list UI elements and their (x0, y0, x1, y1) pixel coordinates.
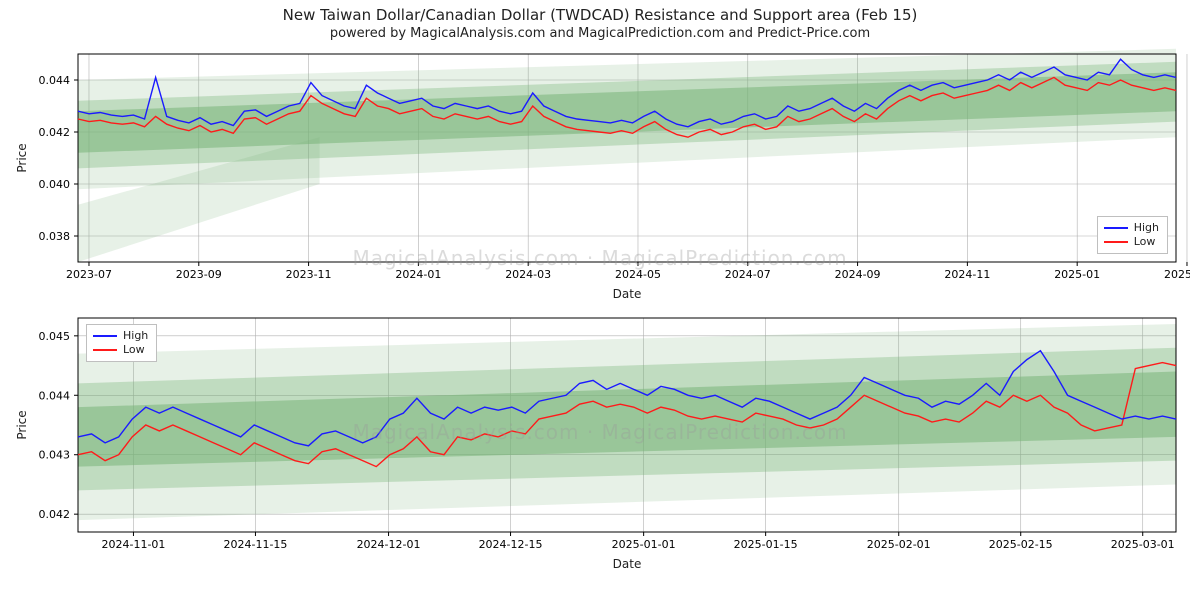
charts-container: 0.038 0.040 0.042 0.044 2023-07 2023-09 2023-1… (10, 46, 1190, 572)
svg-text:0.038: 0.038 (39, 230, 71, 243)
svg-text:0.045: 0.045 (39, 329, 71, 342)
legend-2-low: Low (93, 343, 148, 357)
svg-text:Price: Price (15, 143, 29, 172)
svg-text:2024-01: 2024-01 (395, 268, 441, 281)
svg-text:2025-01-01: 2025-01-01 (612, 538, 676, 551)
svg-text:0.044: 0.044 (39, 389, 71, 402)
legend-1-low: Low (1104, 235, 1159, 249)
svg-text:2025-02-01: 2025-02-01 (867, 538, 931, 551)
svg-text:0.042: 0.042 (39, 126, 71, 139)
legend-label-high: High (1134, 221, 1159, 235)
page-root: New Taiwan Dollar/Canadian Dollar (TWDCA… (0, 0, 1200, 600)
legend-label-low: Low (1134, 235, 1156, 249)
svg-text:Date: Date (613, 557, 642, 571)
chart-2: 0.042 0.043 0.044 0.045 2024-11-01 2024-11-15… (10, 310, 1190, 572)
svg-text:2025-02-15: 2025-02-15 (989, 538, 1053, 551)
svg-text:2024-07: 2024-07 (725, 268, 771, 281)
legend-1: High Low (1097, 216, 1168, 254)
svg-text:0.044: 0.044 (39, 74, 71, 87)
svg-text:2023-07: 2023-07 (66, 268, 112, 281)
svg-text:2024-05: 2024-05 (615, 268, 661, 281)
legend-2-high: High (93, 329, 148, 343)
svg-text:Price: Price (15, 410, 29, 439)
svg-text:2025-03: 2025-03 (1164, 268, 1190, 281)
svg-text:0.043: 0.043 (39, 448, 71, 461)
svg-text:2024-12-15: 2024-12-15 (479, 538, 543, 551)
svg-text:2025-01: 2025-01 (1054, 268, 1100, 281)
chart-1: 0.038 0.040 0.042 0.044 2023-07 2023-09 2023-1… (10, 46, 1190, 302)
svg-text:2023-09: 2023-09 (176, 268, 222, 281)
legend-label-low: Low (123, 343, 145, 357)
svg-text:2024-11: 2024-11 (944, 268, 990, 281)
chart-subtitle: powered by MagicalAnalysis.com and Magic… (10, 26, 1190, 42)
legend-swatch-low (1104, 241, 1128, 243)
svg-text:0.040: 0.040 (39, 178, 71, 191)
svg-text:2024-03: 2024-03 (505, 268, 551, 281)
svg-text:2024-11-01: 2024-11-01 (101, 538, 165, 551)
legend-1-high: High (1104, 221, 1159, 235)
legend-swatch-low (93, 349, 117, 351)
chart-2-svg: 0.042 0.043 0.044 0.045 2024-11-01 2024-11-15… (10, 310, 1190, 572)
legend-label-high: High (123, 329, 148, 343)
svg-text:2023-11: 2023-11 (286, 268, 332, 281)
legend-swatch-high (93, 335, 117, 337)
chart-title: New Taiwan Dollar/Canadian Dollar (TWDCA… (10, 6, 1190, 24)
svg-text:2024-11-15: 2024-11-15 (223, 538, 287, 551)
svg-text:0.042: 0.042 (39, 508, 71, 521)
svg-text:2025-03-01: 2025-03-01 (1111, 538, 1175, 551)
legend-swatch-high (1104, 227, 1128, 229)
svg-text:Date: Date (613, 287, 642, 301)
svg-text:2025-01-15: 2025-01-15 (734, 538, 798, 551)
svg-text:2024-09: 2024-09 (835, 268, 881, 281)
svg-text:2024-12-01: 2024-12-01 (357, 538, 421, 551)
chart-1-svg: 0.038 0.040 0.042 0.044 2023-07 2023-09 2023-1… (10, 46, 1190, 302)
legend-2: High Low (86, 324, 157, 362)
